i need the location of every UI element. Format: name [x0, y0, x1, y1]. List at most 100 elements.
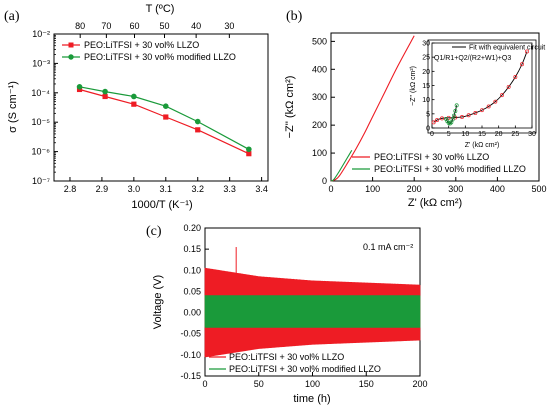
panel-b-x-axis-label: Z' (kΩ cm²): [408, 197, 462, 209]
panel-a-legend-marker-modified: [68, 54, 74, 60]
panel-c-y-axis-label: Voltage (V): [152, 275, 164, 329]
panel-b-y-tick-label: 0: [322, 176, 327, 186]
inset-data-point: [513, 75, 518, 79]
panel-a-data-point: [102, 88, 108, 95]
panel-a-data-point: [246, 151, 252, 157]
panel-b-x-tick-label: 400: [490, 184, 505, 194]
inset-data-point: [500, 93, 504, 98]
panel-a-x-tick-label: 3.2: [191, 184, 204, 194]
panel-a-data-point: [102, 93, 108, 100]
panel-a-data-point: [76, 83, 83, 90]
inset-x-tick-label: 25: [511, 131, 519, 138]
inset-data-point: [486, 104, 491, 109]
inset-data-point: [450, 117, 455, 122]
inset-x-tick-label: 10: [461, 131, 469, 138]
panel-b-series-line-2: [330, 150, 353, 182]
panel-c-y-tick-label: 0.20: [183, 223, 201, 233]
panel-b-label: (b): [286, 9, 303, 24]
panel-c-y-tick-label: -0.05: [180, 329, 201, 339]
panel-a-legend: PEO:LiTFSI + 30 vol% LLZO PEO:LiTFSI + 3…: [62, 40, 236, 62]
panel-a-top-tick-label: 40: [191, 21, 201, 31]
panel-c-legend-llzo: PEO:LiTFSI + 30 vol% LLZO: [229, 352, 344, 362]
panel-c-x-tick-label: 0: [202, 379, 207, 389]
inset-x-tick-label: 0: [430, 131, 434, 138]
inset-y-axis-label: −Z'' (kΩ cm²): [410, 66, 417, 106]
panel-a-y-tick-label: 10⁻⁷: [32, 176, 50, 186]
panel-c: (c) 0 50 100 150 200-0.15-0.10-0.050.000.050…: [146, 223, 428, 405]
panel-c-x-tick-label: 50: [254, 379, 264, 389]
panel-a-y-tick-label: 10⁻⁶: [32, 147, 51, 157]
panel-b-legend-llzo: PEO:LiTFSI + 30 vol% LLZO: [374, 152, 489, 162]
inset-legend-fit: Fit with equivalent circuit: [469, 45, 545, 52]
panel-c-x-tick-label: 150: [359, 379, 374, 389]
inset-y-tick-label: 15: [422, 83, 430, 90]
panel-a-data-point: [163, 114, 169, 120]
panel-a-legend-modified: PEO:LiTFSI + 30 vol% modified LLZO: [84, 52, 236, 62]
inset-data-point: [473, 111, 478, 115]
panel-b-inset: 0 5 10 15 20 25 30 0 5 10 15 20 25 30 Fit with equiva…: [410, 39, 545, 149]
panel-c-marks: 0 50 100 150 200 -0.15 -0.10 -0.05 0.00 0.05 0.10 0…: [180, 223, 427, 389]
panel-a-y-tick-label: 10⁻³: [32, 58, 50, 68]
panel-b-x-tick-label: 300: [448, 184, 463, 194]
panel-c-y-tick-label: 0.05: [183, 286, 201, 296]
panel-c-x-tick-label: 200: [412, 379, 427, 389]
inset-fit-line-1: [433, 51, 528, 123]
panel-a-y-tick-label: 10⁻⁵: [32, 117, 51, 127]
inset-y-tick-label: 10: [422, 97, 430, 104]
panel-a-x-tick-label: 2.8: [64, 184, 77, 194]
inset-data-point: [493, 99, 498, 104]
panel-a-data-point: [162, 103, 169, 110]
inset-data-point: [520, 62, 524, 67]
panel-b-x-tick-label: 100: [365, 184, 380, 194]
inset-data-point: [480, 108, 484, 113]
panel-b-x-tick-label: 0: [328, 184, 333, 194]
inset-data-point: [452, 113, 456, 118]
panel-a-x-tick-label: 3.4: [255, 184, 268, 194]
inset-data-point: [431, 120, 436, 125]
inset-x-tick-label: 30: [528, 131, 536, 138]
panel-a-top-tick-label: 70: [101, 21, 111, 31]
panel-b-y-tick-label: 400: [312, 64, 327, 74]
inset-data-point: [466, 113, 471, 118]
panel-c-y-tick-label: -0.10: [180, 350, 201, 360]
inset-data-point: [453, 109, 458, 113]
panel-b-y-tick-label: 200: [312, 120, 327, 130]
inset-data-point: [506, 84, 511, 89]
panel-a-legend-llzo: PEO:LiTFSI + 30 vol% LLZO: [84, 40, 199, 50]
inset-circuit: Q1/R1+Q2/(R2+W1)+Q3: [434, 55, 511, 62]
inset-x-tick-label: 5: [447, 131, 451, 138]
panel-b-plot-frame: [330, 32, 540, 182]
panel-a-y-tick-label: 10⁻²: [32, 29, 50, 39]
inset-y-tick-label: 0: [426, 126, 430, 133]
panel-a-series-line-1: [79, 88, 250, 155]
panel-a-x-tick-label: 2.9: [96, 184, 109, 194]
panel-a-data-point: [194, 118, 201, 125]
panel-b-legend-modified: PEO:LiTFSI + 30 vol% modified LLZO: [374, 164, 526, 174]
panel-a-marks: 2.8 2.9 3.0 3.1 3.2 3.3 3.4 80 70 60 50 40 30 10⁻⁷ 10⁻…: [31, 21, 268, 194]
panel-b-series-line-1: [330, 35, 415, 182]
inset-data-point: [454, 103, 459, 108]
panel-a-top-tick-label: 80: [75, 21, 85, 31]
panel-a-x-axis-label: 1000/T (K⁻¹): [131, 199, 192, 211]
panel-c-x-axis-label: time (h): [293, 393, 330, 405]
panel-a-legend-marker-llzo: [68, 42, 74, 48]
panel-a-label: (a): [4, 9, 20, 24]
panel-a-data-point: [246, 146, 252, 153]
panel-b-x-tick-label: 200: [407, 184, 422, 194]
panel-c-label: (c): [146, 224, 162, 239]
inset-data-point: [440, 116, 444, 121]
inset-x-tick-label: 15: [478, 131, 486, 138]
panel-a-top-tick-label: 30: [224, 21, 234, 31]
panel-c-y-tick-label: 0.00: [183, 308, 201, 318]
panel-a-x-tick-label: 3.0: [128, 184, 141, 194]
inset-y-tick-label: 25: [422, 55, 430, 62]
panel-b-y-axis-label: −Z'' (kΩ cm²): [284, 76, 296, 139]
inset-data-point: [435, 118, 439, 123]
panel-c-legend: PEO:LiTFSI + 30 vol% LLZO PEO:LiTFSI + 3…: [209, 352, 381, 374]
panel-c-y-tick-label: 0.15: [183, 244, 201, 254]
panel-c-annotation: 0.1 mA cm⁻²: [363, 242, 413, 252]
inset-x-tick-label: 20: [495, 131, 503, 138]
inset-y-tick-label: 5: [426, 111, 430, 118]
